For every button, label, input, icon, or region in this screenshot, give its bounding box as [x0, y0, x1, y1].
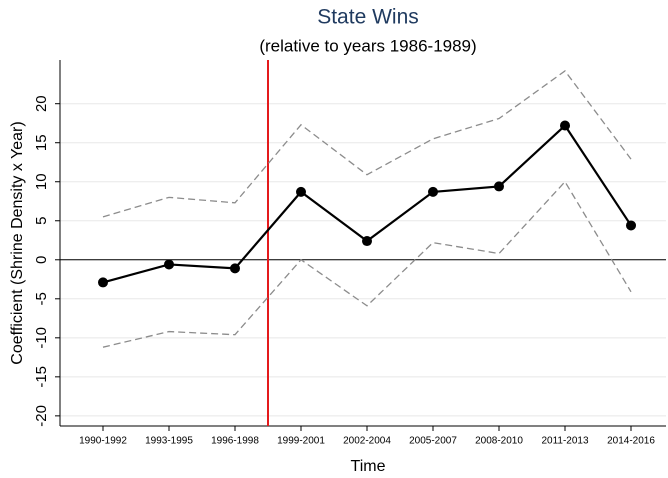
x-tick-label: 2014-2016 — [607, 436, 655, 447]
y-tick-label: -10 — [33, 327, 50, 349]
x-tick-label: 1999-2001 — [277, 436, 325, 447]
point — [626, 220, 636, 231]
x-tick-label: 2011-2013 — [541, 436, 589, 447]
y-tick-label: 0 — [33, 256, 50, 264]
y-tick-label: -15 — [33, 366, 50, 388]
x-tick-label: 2002-2004 — [343, 436, 391, 447]
estimate-line — [102, 123, 632, 284]
y-tick-label: -5 — [33, 292, 50, 305]
point — [230, 263, 240, 274]
y-axis-label: Coefficient (Shrine Density x Year) — [9, 121, 26, 364]
point — [494, 181, 504, 192]
y-tick-label: 10 — [33, 173, 50, 190]
y-tick-label: 5 — [33, 217, 50, 225]
y-tick-label: -20 — [33, 405, 50, 427]
x-tick-label: 1990-1992 — [79, 436, 127, 447]
y-tick-label: 20 — [33, 95, 50, 112]
x-tick-label: 2005-2007 — [409, 436, 457, 447]
x-tick-label: 1996-1998 — [211, 436, 259, 447]
point — [98, 277, 108, 288]
point — [164, 259, 174, 270]
x-axis-label: Time — [351, 458, 386, 475]
ci-line — [102, 70, 632, 218]
chart-title: State Wins — [317, 6, 419, 29]
y-tick-label: 15 — [33, 134, 50, 151]
x-tick-label: 2008-2010 — [475, 436, 523, 447]
x-tick-label: 1993-1995 — [145, 436, 193, 447]
point — [428, 186, 438, 197]
point — [296, 186, 306, 197]
point — [362, 236, 372, 247]
chart-subtitle: (relative to years 1986-1989) — [259, 36, 476, 55]
point — [560, 120, 570, 131]
ci-line — [102, 180, 632, 348]
